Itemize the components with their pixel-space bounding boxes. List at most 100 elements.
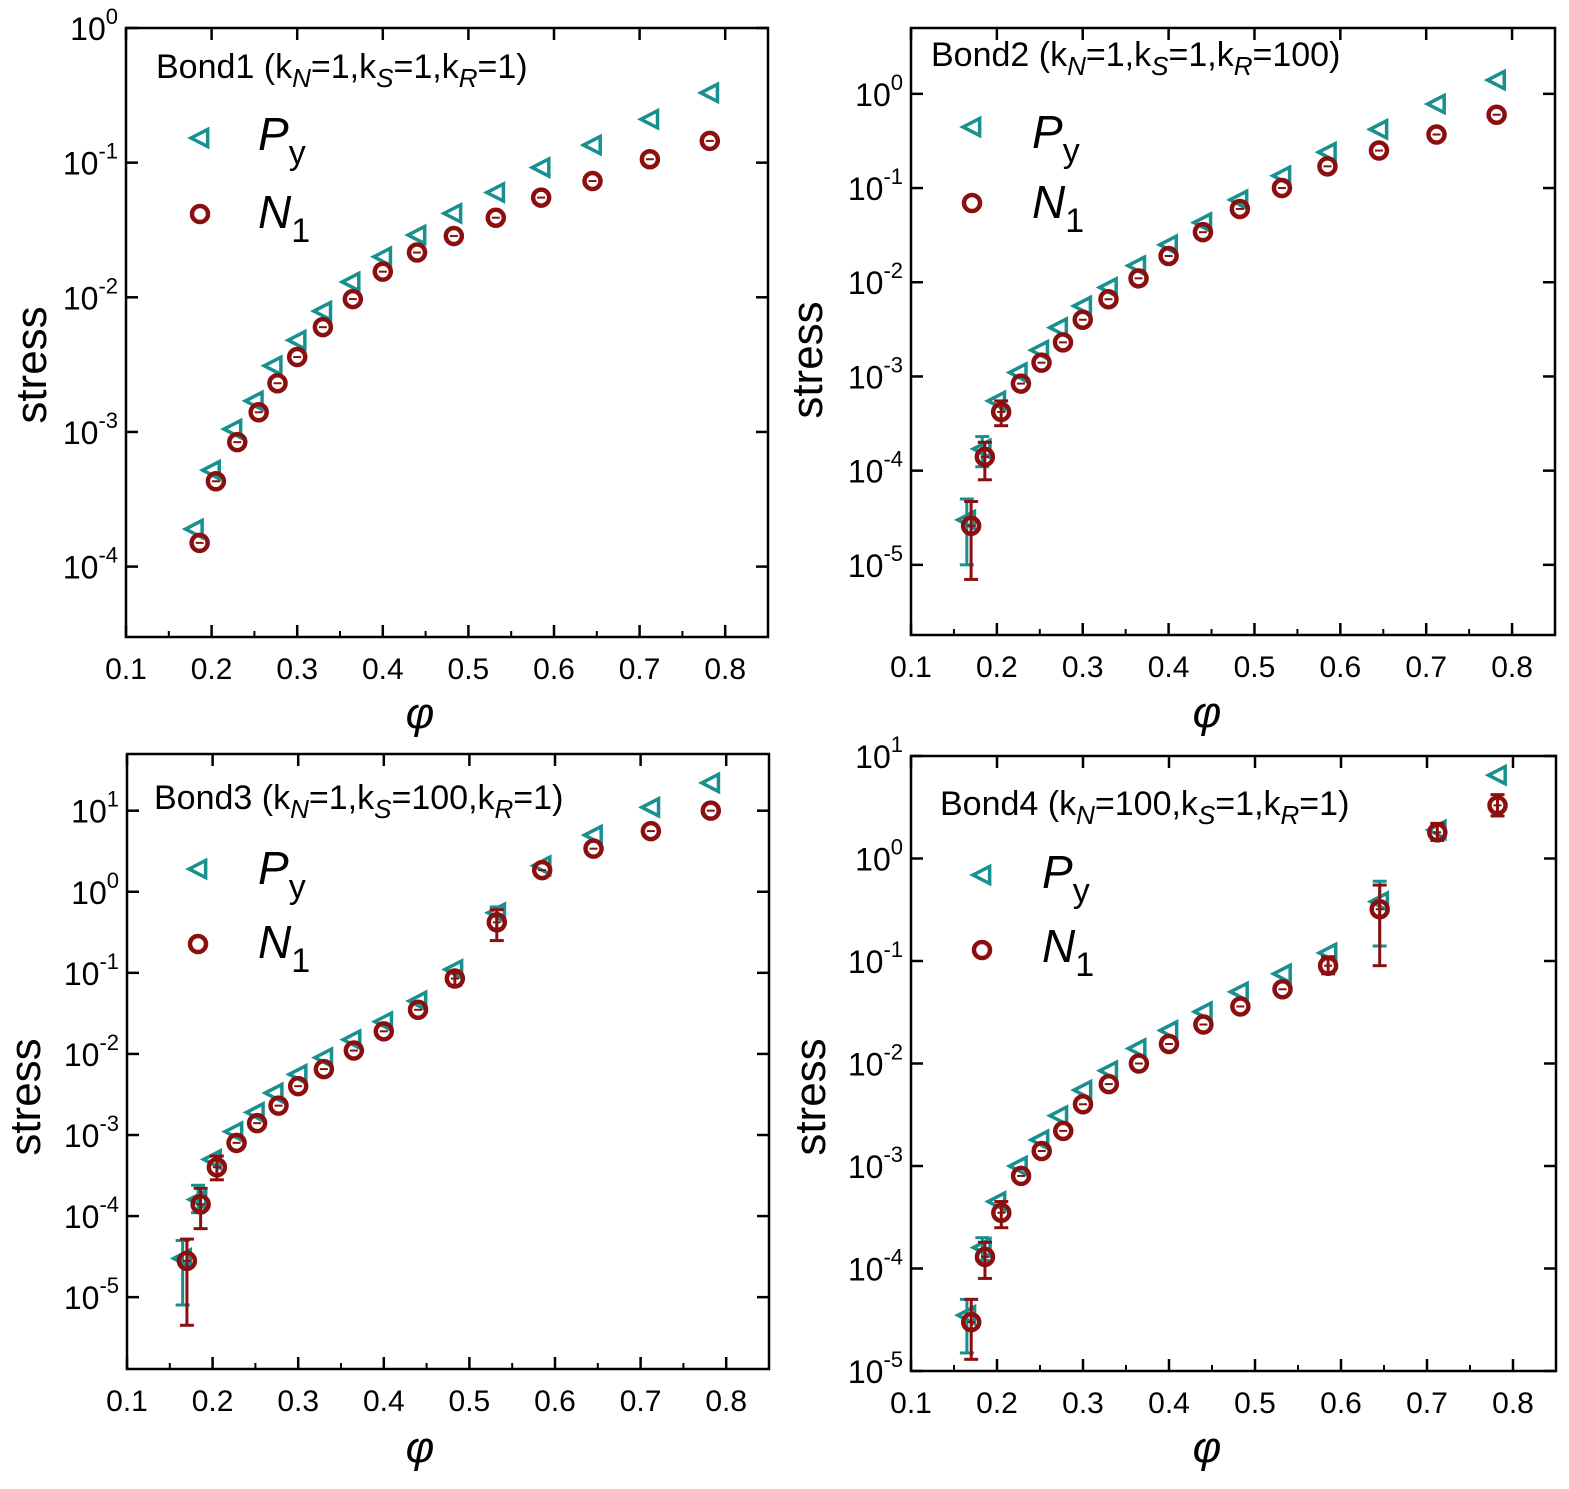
n1-point xyxy=(286,346,308,368)
x-tick-label: 0.6 xyxy=(1320,1387,1362,1420)
y-tick-label: 10-4 xyxy=(848,1245,903,1288)
n1-point xyxy=(226,1132,247,1154)
n1-point xyxy=(1010,1165,1032,1187)
series-n1 xyxy=(176,800,722,1327)
y-tick-label: 10-2 xyxy=(64,1030,119,1073)
n1-point xyxy=(1158,245,1179,267)
y-axis-label: stress xyxy=(1,1038,50,1155)
py-point xyxy=(369,245,393,269)
n1-point xyxy=(485,207,507,228)
legend-triangle-icon xyxy=(969,863,992,887)
series-py xyxy=(181,81,720,541)
n1-point xyxy=(1098,288,1119,310)
x-tick-label: 0.3 xyxy=(1062,651,1104,684)
y-tick-label: 100 xyxy=(855,835,903,878)
legend-n1-label: N1 xyxy=(258,186,310,250)
n1-point xyxy=(1052,332,1074,353)
series-n1 xyxy=(189,130,721,554)
x-tick-label: 0.5 xyxy=(448,653,490,686)
chart-title: Bond3 (kN=1,kS=100,kR=1) xyxy=(154,779,563,824)
x-axis-label: φ xyxy=(406,689,435,738)
x-tick-label: 0.4 xyxy=(1148,651,1190,684)
x-tick-label: 0.8 xyxy=(704,653,746,686)
plot-frame xyxy=(125,752,771,1371)
x-tick-label: 0.7 xyxy=(1405,651,1447,684)
legend-triangle-icon xyxy=(187,126,210,150)
y-tick-label: 10-5 xyxy=(848,541,903,584)
x-tick-label: 0.3 xyxy=(277,1385,319,1418)
x-tick-label: 0.8 xyxy=(1492,1387,1534,1420)
x-tick-label: 0.7 xyxy=(1406,1387,1448,1420)
py-point xyxy=(697,771,721,795)
n1-point xyxy=(206,1157,228,1178)
x-axis-label: φ xyxy=(1193,688,1222,737)
plot-frame xyxy=(124,26,770,639)
py-point xyxy=(404,223,427,247)
n1-point xyxy=(1230,996,1251,1017)
py-point xyxy=(1423,92,1446,116)
x-tick-label: 0.2 xyxy=(191,653,233,686)
legend-n1-label: N1 xyxy=(1032,176,1084,240)
py-point xyxy=(1190,211,1213,234)
n1-point xyxy=(960,515,982,537)
n1-point xyxy=(190,1193,211,1215)
n1-point xyxy=(227,431,248,453)
n1-point xyxy=(373,1021,395,1042)
n1-point xyxy=(1193,1014,1214,1035)
py-point xyxy=(1269,962,1292,986)
legend-py-label: Py xyxy=(258,842,306,906)
n1-point xyxy=(1317,955,1339,976)
y-tick-label: 10-3 xyxy=(64,1111,119,1154)
x-tick-label: 0.2 xyxy=(192,1385,234,1418)
n1-point xyxy=(246,1112,268,1134)
legend: Py N1 xyxy=(185,842,310,980)
x-tick-label: 0.1 xyxy=(890,1387,932,1420)
y-tick-label: 100 xyxy=(70,4,118,47)
n1-point xyxy=(1128,268,1149,289)
x-tick-label: 0.6 xyxy=(1319,651,1361,684)
legend-n1-marker xyxy=(189,203,211,225)
legend-n1-label: N1 xyxy=(258,916,310,980)
py-point xyxy=(528,156,551,179)
x-tick-label: 0.1 xyxy=(105,653,147,686)
py-point xyxy=(370,1010,394,1034)
py-point xyxy=(440,201,463,225)
n1-point xyxy=(1271,177,1293,199)
y-tick-label: 10-1 xyxy=(848,164,903,207)
n1-point xyxy=(268,1095,289,1116)
y-tick-label: 100 xyxy=(855,70,903,113)
x-tick-label: 0.7 xyxy=(620,1385,662,1418)
n1-point xyxy=(1427,822,1448,843)
legend-py-marker xyxy=(959,115,982,139)
y-tick-label: 10-2 xyxy=(63,273,118,316)
n1-point xyxy=(974,446,996,468)
py-point xyxy=(638,795,661,819)
y-tick-label: 101 xyxy=(855,732,903,775)
n1-point xyxy=(267,372,288,394)
legend-circle-icon xyxy=(189,203,211,225)
chart-title: Bond1 (kN=1,kS=1,kR=1) xyxy=(156,48,528,93)
py-point xyxy=(260,354,283,378)
x-tick-label: 0.4 xyxy=(362,653,404,686)
n1-point xyxy=(583,838,604,859)
py-point xyxy=(181,517,204,541)
py-point xyxy=(405,989,428,1013)
y-tick-label: 101 xyxy=(71,787,119,830)
legend-n1-marker xyxy=(187,933,209,955)
legend-circle-icon xyxy=(187,933,209,955)
legend-circle-icon xyxy=(971,939,993,961)
legend-py-label: Py xyxy=(1042,846,1090,910)
x-tick-label: 0.2 xyxy=(976,651,1018,684)
legend-n1-marker xyxy=(971,939,993,961)
y-tick-label: 10-5 xyxy=(64,1273,119,1316)
n1-point xyxy=(189,532,210,554)
y-tick-label: 10-4 xyxy=(64,1192,119,1235)
x-tick-label: 0.3 xyxy=(276,653,318,686)
x-tick-label: 0.1 xyxy=(890,651,932,684)
x-tick-label: 0.7 xyxy=(619,653,661,686)
chart-bond4: Bond4 (kN=100,kS=1,kR=1) Py N1 stress φ … xyxy=(786,732,1558,1472)
n1-point xyxy=(960,1311,982,1333)
py-point xyxy=(1226,980,1249,1004)
y-tick-label: 10-4 xyxy=(63,543,118,586)
y-axis-label: stress xyxy=(786,1038,835,1155)
